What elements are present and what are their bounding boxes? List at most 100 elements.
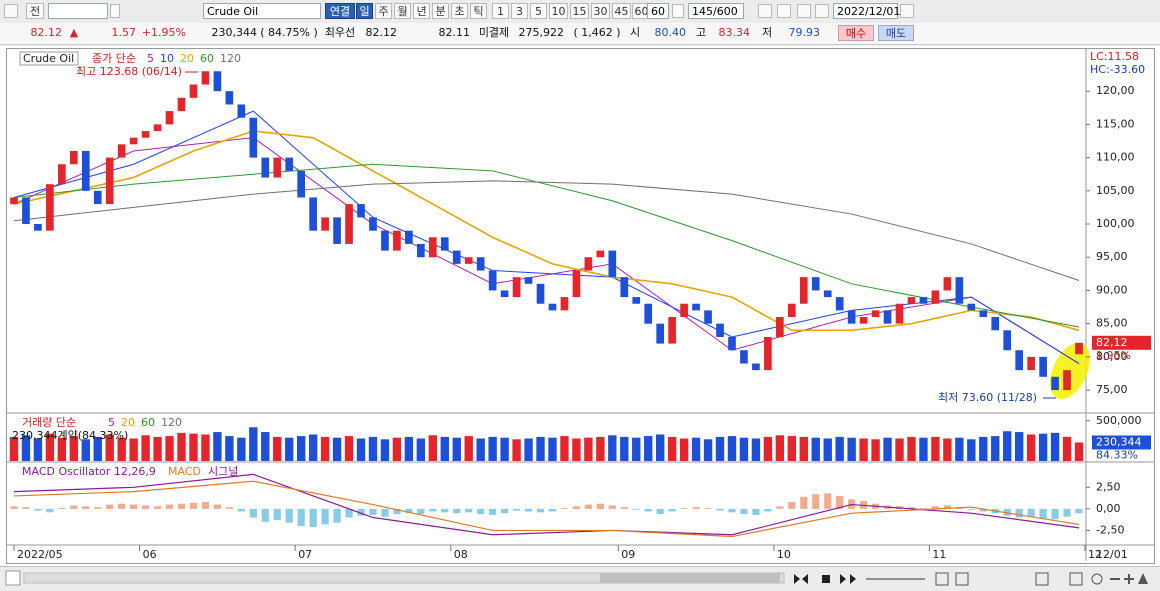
toolbar-item[interactable]: 30 bbox=[591, 3, 610, 19]
scroll-left[interactable] bbox=[5, 570, 21, 586]
volume-bar bbox=[655, 434, 665, 461]
high-label: 최고 123.68 (06/14) bbox=[76, 65, 182, 78]
toolbar-item[interactable]: 일 bbox=[356, 3, 373, 19]
volume-bar bbox=[105, 434, 114, 461]
volume-bar bbox=[165, 436, 174, 461]
candle bbox=[476, 257, 485, 271]
candle bbox=[943, 277, 952, 291]
signal-legend: 시그널 bbox=[208, 465, 238, 478]
y-tick-label: 90,00 bbox=[1096, 283, 1128, 296]
x-tick-label: 11 bbox=[932, 548, 946, 561]
volume-last: 230,344 bbox=[1096, 435, 1142, 448]
toolbar-item: 230,344 bbox=[211, 26, 258, 39]
volume-bar bbox=[356, 438, 366, 461]
toolbar-item[interactable]: 틱 bbox=[470, 3, 487, 19]
candle bbox=[22, 197, 30, 225]
tool-icons[interactable] bbox=[935, 572, 1148, 586]
icon-button[interactable] bbox=[4, 4, 18, 18]
scroll-thumb[interactable] bbox=[600, 573, 780, 583]
candle bbox=[799, 277, 808, 304]
candle bbox=[823, 290, 832, 298]
toolbar-item[interactable]: 2022/12/01 bbox=[833, 3, 900, 19]
volume-bar bbox=[620, 436, 629, 461]
candle bbox=[417, 243, 425, 258]
toolbar-item[interactable]: 년 bbox=[413, 3, 430, 19]
volume-bar bbox=[500, 437, 509, 461]
toolbar-item[interactable]: 연결 bbox=[325, 3, 355, 19]
candle bbox=[464, 257, 473, 264]
x-end-label: 12/01 bbox=[1096, 548, 1128, 561]
volume-bar bbox=[344, 436, 354, 461]
toolbar-item[interactable]: 초 bbox=[451, 3, 468, 19]
candle bbox=[536, 283, 545, 304]
icon-button[interactable] bbox=[110, 4, 120, 18]
y-tick-label: 2,50 bbox=[1096, 480, 1121, 493]
moving-average bbox=[13, 130, 1080, 332]
toolbar-item[interactable]: 전 bbox=[26, 3, 44, 19]
oscillator-bar bbox=[285, 508, 293, 523]
icon-button[interactable] bbox=[815, 4, 829, 18]
icon-button[interactable] bbox=[672, 4, 684, 18]
icon-button[interactable] bbox=[758, 4, 772, 18]
volume-bar bbox=[632, 437, 641, 461]
y-tick-label: 85,00 bbox=[1096, 317, 1128, 330]
volume-bar bbox=[596, 436, 605, 461]
candle bbox=[752, 363, 760, 371]
volume-bar bbox=[715, 436, 725, 461]
candle bbox=[524, 277, 533, 284]
x-tick-label: 07 bbox=[298, 548, 312, 561]
icon-button[interactable] bbox=[797, 4, 811, 18]
candle bbox=[859, 317, 868, 324]
candle bbox=[117, 144, 126, 158]
toolbar-item: 고 bbox=[695, 26, 707, 39]
candle bbox=[704, 310, 712, 324]
oscillator-bar bbox=[584, 504, 592, 509]
oscillator-bar bbox=[46, 508, 54, 513]
toolbar-item[interactable]: CL000 bbox=[48, 3, 108, 19]
candle bbox=[764, 336, 772, 371]
oscillator-bar bbox=[153, 506, 162, 509]
candle bbox=[10, 197, 18, 205]
oscillator-bar bbox=[728, 508, 736, 513]
oscillator-bar bbox=[477, 508, 485, 515]
nav-buttons[interactable] bbox=[794, 574, 856, 584]
oscillator-bar bbox=[489, 508, 497, 515]
oscillator-bar bbox=[94, 507, 102, 509]
icon-button[interactable] bbox=[900, 4, 914, 18]
volume-bar bbox=[117, 437, 126, 461]
oscillator-bar bbox=[130, 504, 138, 509]
oscillator-bar bbox=[824, 493, 832, 509]
toolbar-item[interactable]: 5 bbox=[530, 3, 547, 19]
oscillator-bar bbox=[106, 504, 114, 509]
candle bbox=[656, 323, 665, 344]
volume-bar bbox=[177, 432, 186, 461]
icon-button[interactable] bbox=[777, 4, 791, 18]
volume-bar bbox=[1014, 432, 1024, 461]
toolbar-item[interactable]: 10 bbox=[549, 3, 568, 19]
toolbar-item[interactable]: 월 bbox=[394, 3, 411, 19]
toolbar-item[interactable]: 15 bbox=[570, 3, 589, 19]
toolbar-item[interactable]: 45 bbox=[612, 3, 631, 19]
volume-bar bbox=[261, 432, 270, 461]
legend-item: 60 bbox=[200, 52, 214, 65]
candle bbox=[991, 317, 1000, 331]
oscillator-bar bbox=[1027, 508, 1035, 517]
toolbar-item[interactable]: 1 bbox=[492, 3, 509, 19]
toolbar-item[interactable]: 3 bbox=[511, 3, 528, 19]
toolbar-item[interactable]: 145/600 bbox=[688, 3, 744, 19]
volume-bar bbox=[404, 436, 414, 461]
toolbar-item[interactable]: Crude Oil bbox=[203, 3, 321, 19]
candle bbox=[69, 150, 78, 165]
oscillator-bar bbox=[261, 508, 269, 522]
toolbar-item[interactable]: 분 bbox=[432, 3, 449, 19]
toolbar-item[interactable]: 60 bbox=[647, 3, 669, 19]
volume-bar bbox=[320, 436, 330, 461]
candle bbox=[381, 230, 389, 251]
toolbar-item[interactable]: 매수 bbox=[838, 25, 874, 41]
volume-bar bbox=[584, 437, 593, 461]
chart-title: Crude Oil bbox=[23, 52, 74, 65]
candle bbox=[560, 297, 569, 311]
toolbar-item[interactable]: 주 bbox=[375, 3, 392, 19]
oscillator-bar bbox=[189, 502, 198, 509]
toolbar-item[interactable]: 매도 bbox=[878, 25, 914, 41]
